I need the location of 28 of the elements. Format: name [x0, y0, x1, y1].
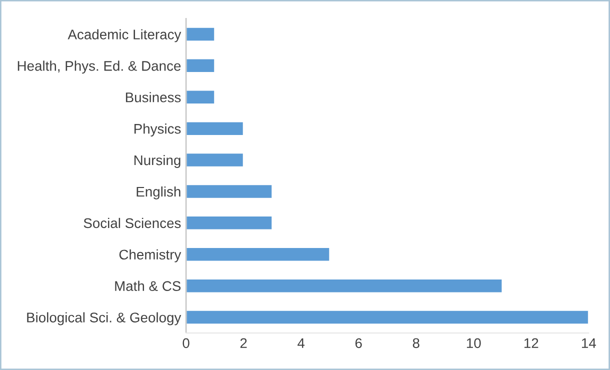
- bar: [186, 89, 216, 105]
- x-tick-label: 10: [466, 338, 481, 348]
- y-tick-label: Physics: [134, 124, 181, 136]
- bar: [186, 278, 504, 294]
- y-tick-label: Business: [126, 92, 181, 102]
- bar: [186, 215, 274, 231]
- bar: [186, 58, 216, 74]
- bar: [186, 184, 274, 200]
- y-tick-label: Math & CS: [115, 280, 181, 291]
- y-tick-label: Biological Sci. & Geology: [27, 312, 182, 326]
- x-tick-label: 12: [524, 338, 538, 348]
- bar: [186, 152, 244, 168]
- bar: [186, 120, 244, 136]
- bar: [186, 310, 589, 326]
- bar: [186, 26, 216, 42]
- y-tick-label: Chemistry: [119, 249, 182, 262]
- x-tick-label: 2: [240, 338, 247, 348]
- x-tick-label: 0: [182, 338, 190, 348]
- y-tick-label: Nursing: [134, 154, 180, 168]
- y-tick-label: Social Sciences: [84, 218, 181, 228]
- x-tick-label: 4: [298, 338, 305, 348]
- y-tick-label: English: [136, 186, 180, 200]
- y-tick-label: Academic Literacy: [68, 29, 182, 42]
- bar: [186, 246, 331, 262]
- x-tick-label: 14: [582, 338, 596, 348]
- x-tick-label: 6: [355, 338, 362, 348]
- y-tick-label: Health, Phys. Ed. & Dance: [18, 60, 181, 74]
- x-tick-label: 8: [412, 338, 420, 348]
